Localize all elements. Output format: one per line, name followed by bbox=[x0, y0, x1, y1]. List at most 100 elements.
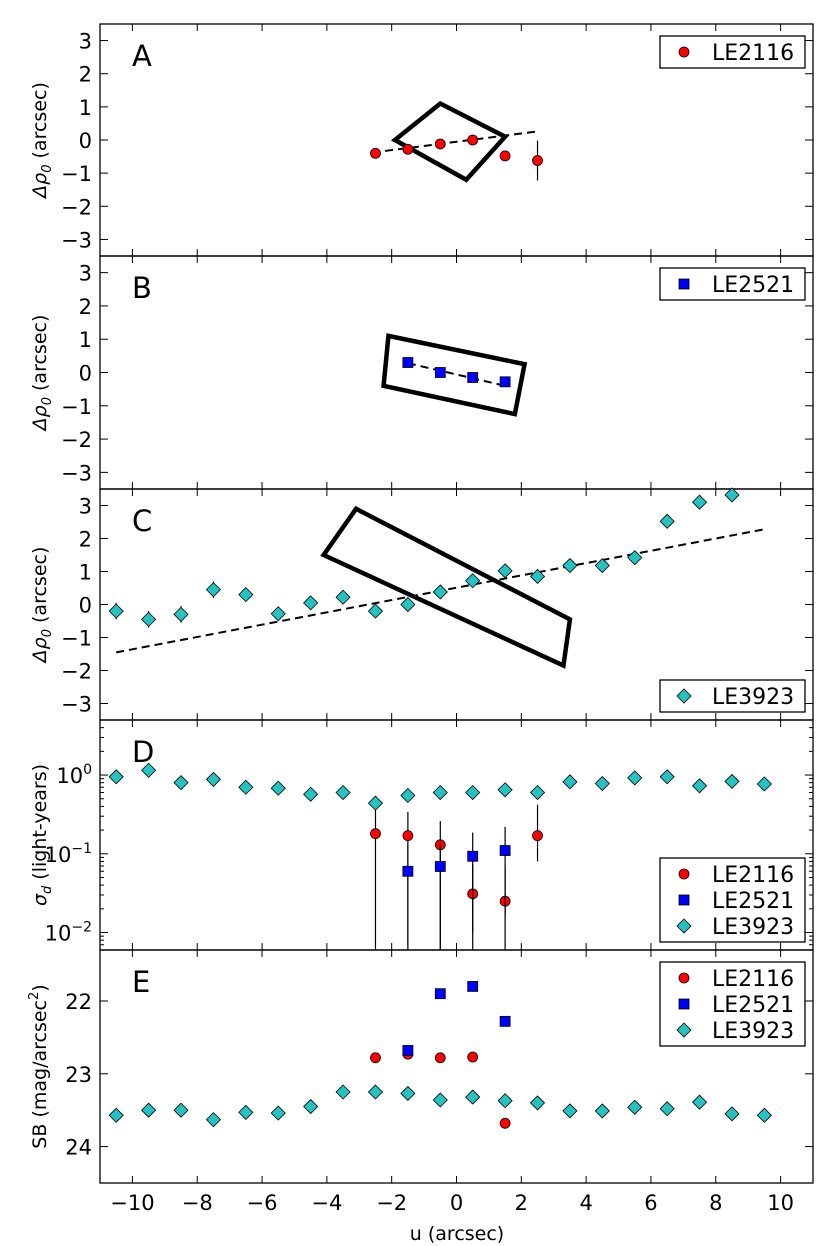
y-tick-label: 22 bbox=[65, 990, 92, 1014]
data-point bbox=[434, 861, 446, 872]
y-tick-label: 1 bbox=[79, 96, 92, 120]
legend-marker bbox=[678, 278, 690, 290]
y-tick-label: −2 bbox=[61, 660, 92, 684]
data-point bbox=[465, 1089, 481, 1105]
data-point bbox=[370, 828, 381, 840]
data-point bbox=[692, 494, 708, 510]
data-point bbox=[238, 587, 254, 603]
data-point bbox=[627, 770, 643, 786]
data-point bbox=[370, 1052, 381, 1064]
data-point bbox=[432, 784, 448, 801]
data-point bbox=[400, 596, 416, 613]
data-point bbox=[370, 147, 381, 159]
data-point bbox=[303, 1098, 319, 1115]
y-tick-label: 2 bbox=[79, 63, 92, 87]
legend-label: LE2521 bbox=[712, 993, 794, 1018]
data-point bbox=[173, 606, 189, 622]
x-tick-label: 6 bbox=[644, 1191, 657, 1215]
x-tick-label: 8 bbox=[709, 1191, 722, 1215]
data-point bbox=[532, 155, 543, 166]
panel-e: 22 23 24 SB (mag/arcsec2) E LE2116LE2521LE392… bbox=[27, 949, 814, 1184]
series-le2521 bbox=[402, 826, 511, 950]
data-point bbox=[434, 367, 446, 378]
y-tick-label: −1 bbox=[61, 162, 92, 186]
x-tick-label: −2 bbox=[376, 1191, 407, 1215]
y-tick-label: 10−1 bbox=[45, 841, 92, 867]
y-tick-label: −3 bbox=[61, 228, 92, 252]
x-tick-label: −8 bbox=[182, 1191, 213, 1215]
data-point bbox=[402, 143, 414, 155]
legend-marker bbox=[678, 868, 690, 880]
fit-line bbox=[407, 362, 506, 387]
data-point bbox=[465, 784, 481, 801]
x-tick-label: −6 bbox=[247, 1191, 278, 1215]
data-point bbox=[594, 557, 610, 574]
slit-box bbox=[390, 100, 509, 183]
data-point bbox=[499, 150, 511, 162]
legend-marker bbox=[678, 894, 690, 906]
y-tick-label: 1 bbox=[79, 328, 92, 352]
data-point bbox=[141, 611, 157, 627]
panel-label: D bbox=[132, 735, 154, 769]
data-point bbox=[335, 589, 351, 605]
legend-marker bbox=[678, 972, 690, 984]
panel-a: −3 −2 −1 0 1 2 3 Δρ0 (arcsec) A LE2116 bbox=[29, 23, 814, 257]
y-axis-label: Δρ0 (arcsec) bbox=[29, 315, 55, 433]
y-tick-label: 1 bbox=[79, 561, 92, 585]
y-tick-label: 2 bbox=[79, 295, 92, 319]
panel-b: −3 −2 −1 0 1 2 3 Δρ0 (arcsec) B LE2521 bbox=[29, 255, 814, 490]
data-point bbox=[173, 1102, 189, 1118]
legend-frame bbox=[659, 679, 806, 713]
y-tick-label: 3 bbox=[79, 30, 92, 54]
series-le2521 bbox=[402, 981, 511, 1056]
data-point bbox=[205, 771, 221, 787]
x-tick-label: −10 bbox=[110, 1191, 154, 1215]
y-tick-label: −1 bbox=[61, 395, 92, 419]
data-point bbox=[367, 1084, 384, 1100]
legend-label: LE2521 bbox=[712, 273, 794, 298]
legend-label: LE3923 bbox=[712, 685, 794, 710]
slit-box bbox=[381, 333, 528, 417]
data-point bbox=[659, 769, 675, 785]
data-point bbox=[303, 786, 319, 802]
series-le3923 bbox=[108, 762, 772, 811]
y-tick-label: −3 bbox=[61, 693, 92, 717]
data-point bbox=[108, 769, 124, 785]
series-le2116 bbox=[370, 804, 543, 950]
data-point bbox=[367, 603, 384, 619]
data-point bbox=[434, 988, 446, 1000]
data-point bbox=[562, 774, 578, 790]
legend-label: LE2116 bbox=[712, 967, 794, 992]
data-point bbox=[108, 1107, 124, 1123]
data-point bbox=[238, 1104, 254, 1120]
x-axis: −10 −8 −6 −4 −2 0 2 4 6 8 10 bbox=[110, 1191, 794, 1215]
data-point bbox=[467, 372, 479, 383]
data-point bbox=[659, 1101, 675, 1117]
x-tick-label: −4 bbox=[311, 1191, 342, 1215]
legend-marker bbox=[676, 688, 692, 704]
data-point bbox=[497, 563, 513, 579]
data-point bbox=[432, 584, 448, 600]
y-tick-label: 0 bbox=[79, 129, 92, 153]
data-point bbox=[402, 865, 414, 877]
data-point bbox=[402, 357, 414, 368]
y-axis-label: Δρ0 (arcsec) bbox=[29, 82, 55, 200]
data-point bbox=[400, 1085, 416, 1102]
data-point bbox=[238, 779, 254, 795]
data-point bbox=[562, 557, 578, 574]
y-tick-label: −2 bbox=[61, 195, 92, 219]
data-point bbox=[173, 775, 189, 791]
panel-label: B bbox=[132, 271, 152, 305]
x-tick-label: 0 bbox=[450, 1191, 463, 1215]
data-point bbox=[724, 773, 740, 789]
data-point bbox=[692, 1094, 708, 1110]
data-point bbox=[303, 595, 319, 611]
data-point bbox=[465, 573, 481, 589]
y-axis-label: σd (light-years) bbox=[29, 764, 55, 906]
legend-marker bbox=[676, 1022, 692, 1038]
